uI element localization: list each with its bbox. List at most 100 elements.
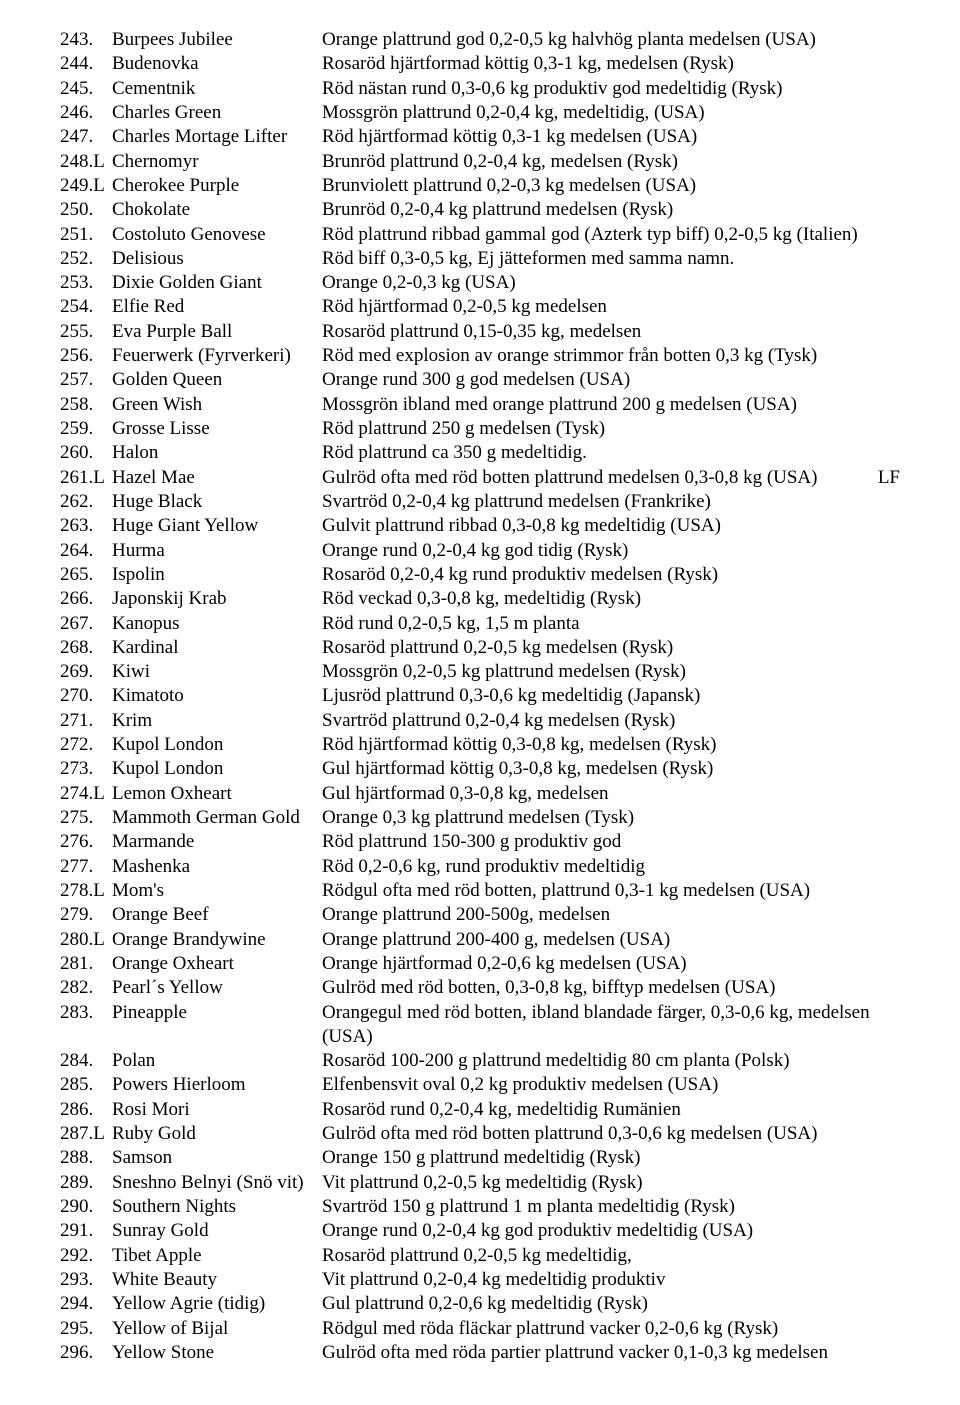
list-row: 277.MashenkaRöd 0,2-0,6 kg, rund produkt… [60, 855, 900, 879]
variety-name: Hazel Mae [112, 466, 322, 490]
list-row: 267.KanopusRöd rund 0,2-0,5 kg, 1,5 m pl… [60, 612, 900, 636]
variety-name: Charles Mortage Lifter [112, 125, 322, 149]
list-row: 243.Burpees JubileeOrange plattrund god … [60, 28, 900, 52]
variety-description: Röd hjärtformad köttig 0,3-0,8 kg, medel… [322, 733, 900, 757]
row-number: 266. [60, 587, 112, 611]
variety-description: Orange rund 0,2-0,4 kg god tidig (Rysk) [322, 539, 900, 563]
list-row: 260.HalonRöd plattrund ca 350 g medeltid… [60, 441, 900, 465]
list-row: 274.LLemon OxheartGul hjärtformad 0,3-0,… [60, 782, 900, 806]
variety-description: Orange 0,3 kg plattrund medelsen (Tysk) [322, 806, 900, 830]
list-row: 296.Yellow StoneGulröd ofta med röda par… [60, 1341, 900, 1365]
variety-description: Ljusröd plattrund 0,3-0,6 kg medeltidig … [322, 684, 900, 708]
row-number: 278.L [60, 879, 112, 903]
variety-description: Elfenbensvit oval 0,2 kg produktiv medel… [322, 1073, 900, 1097]
variety-name: Orange Brandywine [112, 928, 322, 952]
variety-description: Brunröd 0,2-0,4 kg plattrund medelsen (R… [322, 198, 900, 222]
row-number: 286. [60, 1098, 112, 1122]
variety-name: Dixie Golden Giant [112, 271, 322, 295]
variety-description: Rödgul med röda fläckar plattrund vacker… [322, 1317, 900, 1341]
variety-name: Sneshno Belnyi (Snö vit) [112, 1171, 322, 1195]
row-number: 252. [60, 247, 112, 271]
row-number: 273. [60, 757, 112, 781]
list-row: 290.Southern NightsSvartröd 150 g plattr… [60, 1195, 900, 1219]
variety-description: Brunviolett plattrund 0,2-0,3 kg medelse… [322, 174, 900, 198]
list-row: 283.PineappleOrangegul med röd botten, i… [60, 1001, 900, 1050]
variety-name: Delisious [112, 247, 322, 271]
variety-name: Huge Giant Yellow [112, 514, 322, 538]
row-number: 293. [60, 1268, 112, 1292]
row-number: 281. [60, 952, 112, 976]
variety-name: Budenovka [112, 52, 322, 76]
variety-name: Charles Green [112, 101, 322, 125]
list-row: 249.LCherokee PurpleBrunviolett plattrun… [60, 174, 900, 198]
variety-name: Pearl´s Yellow [112, 976, 322, 1000]
variety-name: Kupol London [112, 733, 322, 757]
row-number: 277. [60, 855, 112, 879]
variety-description: Rosaröd plattrund 0,15-0,35 kg, medelsen [322, 320, 900, 344]
variety-description: Rödgul ofta med röd botten, plattrund 0,… [322, 879, 900, 903]
variety-description: Svartröd 0,2-0,4 kg plattrund medelsen (… [322, 490, 900, 514]
variety-description: Mossgrön 0,2-0,5 kg plattrund medelsen (… [322, 660, 900, 684]
list-row: 272.Kupol LondonRöd hjärtformad köttig 0… [60, 733, 900, 757]
list-row: 295.Yellow of BijalRödgul med röda fläck… [60, 1317, 900, 1341]
variety-name: Rosi Mori [112, 1098, 322, 1122]
list-row: 280.LOrange BrandywineOrange plattrund 2… [60, 928, 900, 952]
row-number: 254. [60, 295, 112, 319]
variety-name: Orange Beef [112, 903, 322, 927]
row-number: 283. [60, 1001, 112, 1050]
row-number: 272. [60, 733, 112, 757]
row-number: 265. [60, 563, 112, 587]
variety-description: Gulröd ofta med röda partier plattrund v… [322, 1341, 900, 1365]
variety-description: Orange plattrund god 0,2-0,5 kg halvhög … [322, 28, 900, 52]
row-number: 288. [60, 1146, 112, 1170]
row-number: 251. [60, 223, 112, 247]
variety-name: Burpees Jubilee [112, 28, 322, 52]
list-row: 292.Tibet AppleRosaröd plattrund 0,2-0,5… [60, 1244, 900, 1268]
list-row: 266.Japonskij KrabRöd veckad 0,3-0,8 kg,… [60, 587, 900, 611]
row-number: 256. [60, 344, 112, 368]
variety-description: Gulvit plattrund ribbad 0,3-0,8 kg medel… [322, 514, 900, 538]
row-number: 262. [60, 490, 112, 514]
variety-description: Orange plattrund 200-400 g, medelsen (US… [322, 928, 900, 952]
variety-description: Vit plattrund 0,2-0,4 kg medeltidig prod… [322, 1268, 900, 1292]
row-number: 260. [60, 441, 112, 465]
list-row: 276.MarmandeRöd plattrund 150-300 g prod… [60, 830, 900, 854]
row-number: 279. [60, 903, 112, 927]
list-row: 246.Charles GreenMossgrön plattrund 0,2-… [60, 101, 900, 125]
variety-name: Sunray Gold [112, 1219, 322, 1243]
list-row: 248.LChernomyrBrunröd plattrund 0,2-0,4 … [60, 150, 900, 174]
list-row: 269.KiwiMossgrön 0,2-0,5 kg plattrund me… [60, 660, 900, 684]
variety-description: Orange rund 300 g god medelsen (USA) [322, 368, 900, 392]
variety-name: Powers Hierloom [112, 1073, 322, 1097]
variety-description: Orange 0,2-0,3 kg (USA) [322, 271, 900, 295]
variety-name: Japonskij Krab [112, 587, 322, 611]
row-number: 255. [60, 320, 112, 344]
list-row: 278.LMom'sRödgul ofta med röd botten, pl… [60, 879, 900, 903]
list-row: 279.Orange BeefOrange plattrund 200-500g… [60, 903, 900, 927]
variety-name: Costoluto Genovese [112, 223, 322, 247]
row-number: 268. [60, 636, 112, 660]
variety-name: Kimatoto [112, 684, 322, 708]
variety-description: Svartröd 150 g plattrund 1 m planta mede… [322, 1195, 900, 1219]
variety-name: Orange Oxheart [112, 952, 322, 976]
row-number: 294. [60, 1292, 112, 1316]
row-number: 263. [60, 514, 112, 538]
list-row: 293.White BeautyVit plattrund 0,2-0,4 kg… [60, 1268, 900, 1292]
variety-name: Mammoth German Gold [112, 806, 322, 830]
variety-description: Rosaröd rund 0,2-0,4 kg, medeltidig Rumä… [322, 1098, 900, 1122]
variety-name: Marmande [112, 830, 322, 854]
variety-name: Samson [112, 1146, 322, 1170]
list-row: 262.Huge BlackSvartröd 0,2-0,4 kg plattr… [60, 490, 900, 514]
variety-description: Rosaröd plattrund 0,2-0,5 kg medelsen (R… [322, 636, 900, 660]
row-number: 264. [60, 539, 112, 563]
row-number: 250. [60, 198, 112, 222]
variety-description: Röd hjärtformad köttig 0,3-1 kg medelsen… [322, 125, 900, 149]
row-number: 287.L [60, 1122, 112, 1146]
variety-name: Mashenka [112, 855, 322, 879]
list-row: 263.Huge Giant YellowGulvit plattrund ri… [60, 514, 900, 538]
variety-name: Kupol London [112, 757, 322, 781]
row-number: 292. [60, 1244, 112, 1268]
list-row: 261.LHazel MaeGulröd ofta med röd botten… [60, 466, 900, 490]
variety-description: Röd plattrund ca 350 g medeltidig. [322, 441, 900, 465]
variety-name: Yellow of Bijal [112, 1317, 322, 1341]
